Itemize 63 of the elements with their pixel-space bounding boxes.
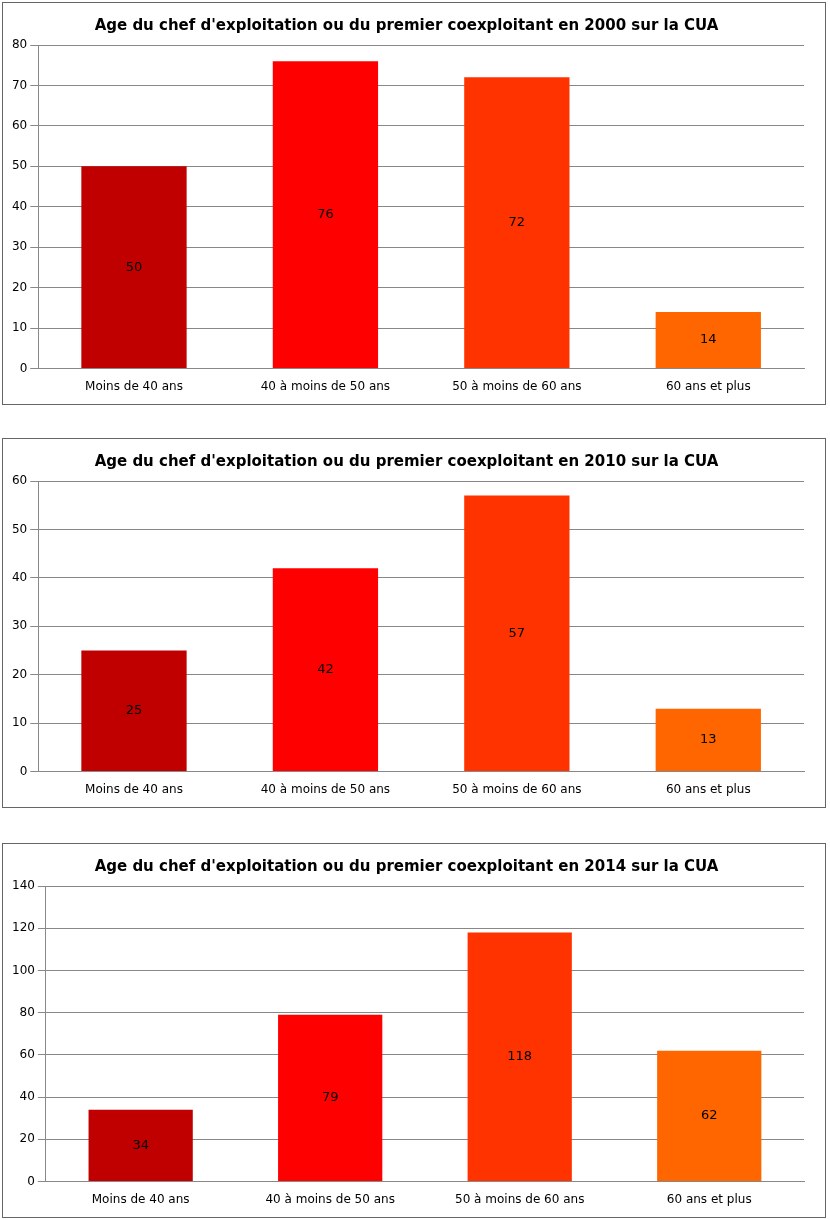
data-label: 62 xyxy=(700,1107,718,1123)
data-label: 14 xyxy=(700,331,717,347)
data-label: 42 xyxy=(317,661,334,677)
y-tick-label: 100 xyxy=(12,962,35,977)
bar xyxy=(81,650,187,772)
y-tick-label: 30 xyxy=(11,239,28,254)
y-tick-label: 0 xyxy=(19,360,28,375)
bar xyxy=(464,77,570,369)
y-tick-label: 120 xyxy=(12,920,35,935)
data-label: 25 xyxy=(125,702,143,718)
bar xyxy=(464,495,570,772)
y-tick-label: 60 xyxy=(11,473,28,488)
y-tick-label: 50 xyxy=(11,521,28,536)
data-label: 76 xyxy=(317,206,334,222)
bar xyxy=(655,311,761,369)
x-tick-label: Moins de 40 ans xyxy=(85,378,183,393)
x-tick-label: 40 à moins de 50 ans xyxy=(265,1191,395,1206)
data-label: 34 xyxy=(132,1136,149,1152)
bar xyxy=(272,568,379,772)
x-tick-label: 50 à moins de 60 ans xyxy=(452,378,582,393)
chart-title: Age du chef d'exploitation ou du premier coexploitant en 2014 sur la CUA xyxy=(94,856,719,875)
y-tick-label: 10 xyxy=(11,320,28,335)
x-tick-label: 60 ans et plus xyxy=(665,781,751,796)
y-tick-label: 50 xyxy=(11,158,28,173)
bar xyxy=(272,61,379,369)
x-tick-label: 40 à moins de 50 ans xyxy=(260,378,391,393)
x-tick-label: Moins de 40 ans xyxy=(91,1191,190,1206)
data-label: 118 xyxy=(507,1048,533,1064)
data-label: 57 xyxy=(508,624,526,640)
y-tick-label: 20 xyxy=(11,279,28,294)
y-tick-label: 40 xyxy=(11,569,28,584)
bar xyxy=(657,1050,762,1182)
y-tick-label: 140 xyxy=(12,878,35,893)
x-tick-label: 50 à moins de 60 ans xyxy=(455,1191,585,1206)
y-tick-label: 20 xyxy=(19,1131,35,1146)
bar xyxy=(81,166,187,369)
x-tick-label: 60 ans et plus xyxy=(665,378,751,393)
y-tick-label: 80 xyxy=(11,37,28,52)
y-tick-label: 40 xyxy=(19,1089,35,1104)
x-tick-label: 60 ans et plus xyxy=(666,1191,752,1206)
bar xyxy=(467,932,572,1182)
y-tick-label: 70 xyxy=(11,77,28,92)
chart-title: Age du chef d'exploitation ou du premier coexploitant en 2000 sur la CUA xyxy=(94,15,719,34)
y-tick-label: 30 xyxy=(11,618,28,633)
y-tick-label: 80 xyxy=(19,1004,35,1019)
data-label: 79 xyxy=(321,1089,339,1105)
y-tick-label: 40 xyxy=(11,198,28,213)
x-tick-label: Moins de 40 ans xyxy=(85,781,183,796)
x-tick-label: 40 à moins de 50 ans xyxy=(260,781,391,796)
y-tick-label: 60 xyxy=(19,1047,35,1062)
y-tick-label: 0 xyxy=(19,763,28,778)
data-label: 50 xyxy=(125,258,143,274)
bar xyxy=(655,708,761,772)
bar xyxy=(88,1109,193,1182)
data-label: 72 xyxy=(508,214,526,230)
chart-title: Age du chef d'exploitation ou du premier coexploitant en 2010 sur la CUA xyxy=(94,451,719,470)
x-tick-label: 50 à moins de 60 ans xyxy=(452,781,582,796)
y-tick-label: 60 xyxy=(11,118,28,133)
y-tick-label: 0 xyxy=(27,1173,35,1188)
y-tick-label: 20 xyxy=(11,666,28,681)
data-label: 13 xyxy=(700,731,717,747)
bar xyxy=(278,1014,383,1182)
y-tick-label: 10 xyxy=(11,715,28,730)
